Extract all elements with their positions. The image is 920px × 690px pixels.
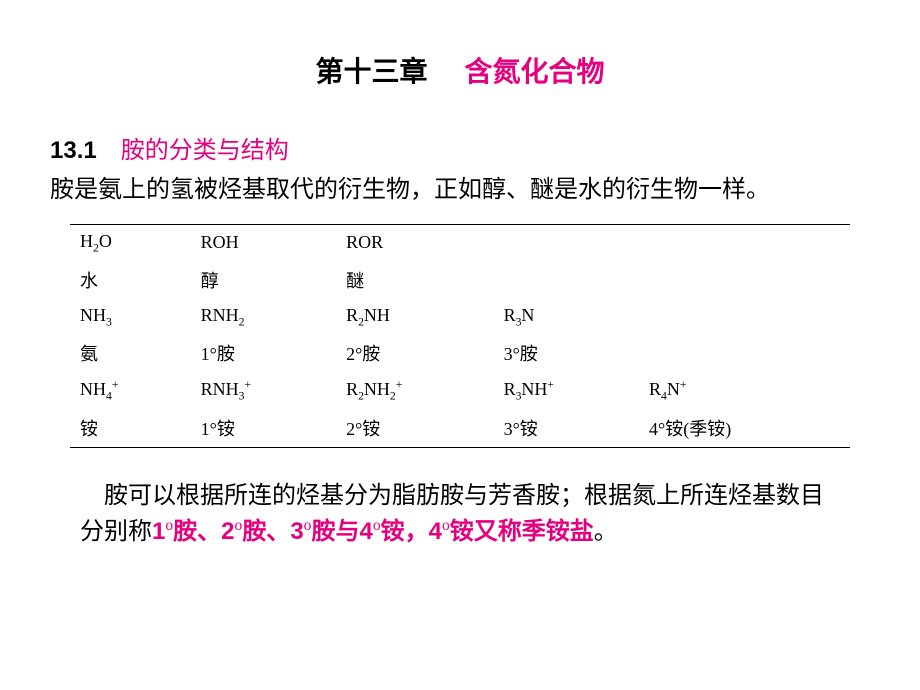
cell [639,261,850,299]
cell: R3N [494,299,639,335]
cell: R2NH [336,299,494,335]
table-row: 水 醇 醚 [70,261,850,299]
cell: 4°铵(季铵) [639,409,850,448]
cell [494,261,639,299]
section-heading: 13.1 胺的分类与结构 [50,130,870,165]
cell: 2°铵 [336,409,494,448]
cell: NH4+ [70,372,191,409]
cell [639,225,850,261]
slide-page: 第十三章 含氮化合物 13.1 胺的分类与结构 胺是氨上的氢被烃基取代的衍生物，… [0,0,920,590]
cell: RNH3+ [191,372,336,409]
intro-paragraph: 胺是氨上的氢被烃基取代的衍生物，正如醇、醚是水的衍生物一样。 [50,169,870,204]
cell: RNH2 [191,299,336,335]
cell: 水 [70,261,191,299]
section-number: 13.1 [50,137,97,164]
cell [494,225,639,261]
cell: 1°胺 [191,334,336,372]
table-row: NH3 RNH2 R2NH R3N [70,299,850,335]
cell: 1°铵 [191,409,336,448]
cell: ROR [336,225,494,261]
chapter-title: 第十三章 含氮化合物 [50,50,870,90]
cell: R2NH2+ [336,372,494,409]
cell [639,334,850,372]
table-row: 氨 1°胺 2°胺 3°胺 [70,334,850,372]
hl-term: 1o胺、2o胺、3o胺与4o铵，4o铵又称季铵盐 [152,519,594,545]
cell: 铵 [70,409,191,448]
cell: H2O [70,225,191,261]
cell: NH3 [70,299,191,335]
comparison-table: H2O ROH ROR 水 醇 醚 NH3 RNH2 R2NH R3N 氨 1°… [70,224,850,448]
cell: 3°胺 [494,334,639,372]
cell: R3NH+ [494,372,639,409]
cell: R4N+ [639,372,850,409]
table-row: 铵 1°铵 2°铵 3°铵 4°铵(季铵) [70,409,850,448]
chapter-number: 第十三章 [315,57,427,88]
table-row: H2O ROH ROR [70,225,850,261]
cell: 3°铵 [494,409,639,448]
cell [639,299,850,335]
section-title: 胺的分类与结构 [121,138,289,164]
summary-paragraph: 胺可以根据所连的烃基分为脂肪胺与芳香胺；根据氮上所连烃基数目分别称1o胺、2o胺… [80,478,840,550]
cell: 醇 [191,261,336,299]
summary-end: 。 [594,519,618,545]
cell: ROH [191,225,336,261]
chapter-name: 含氮化合物 [465,57,605,88]
cell: 醚 [336,261,494,299]
cell: 2°胺 [336,334,494,372]
table-row: NH4+ RNH3+ R2NH2+ R3NH+ R4N+ [70,372,850,409]
cell: 氨 [70,334,191,372]
